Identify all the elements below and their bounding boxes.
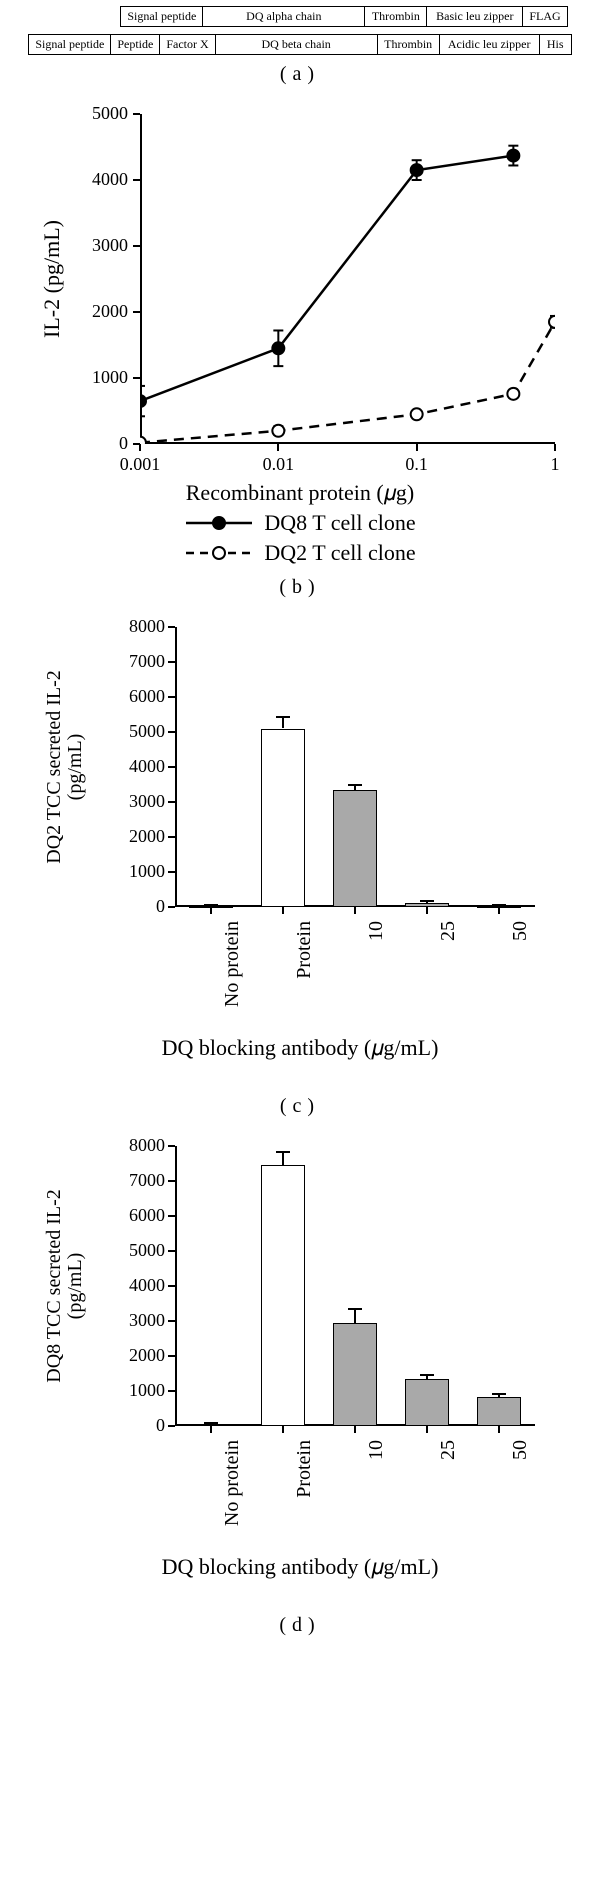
x-category-label: No protein <box>221 1440 244 1526</box>
y-tick-label: 3000 <box>58 235 128 256</box>
x-category-label: 25 <box>437 921 460 941</box>
y-axis-label: DQ8 TCC secreted IL-2(pg/mL) <box>44 1189 86 1382</box>
x-category-label: 25 <box>437 1440 460 1460</box>
legend-text: DQ8 T cell clone <box>264 510 415 536</box>
schematic-cell: Signal peptide <box>121 7 203 27</box>
x-tick-label: 0.001 <box>110 454 170 475</box>
x-category-label: Protein <box>293 1440 316 1498</box>
y-tick-label: 8000 <box>105 616 165 637</box>
bar <box>261 729 304 908</box>
y-axis-label-line2: (pg/mL) <box>64 1253 86 1320</box>
schematic-cell: DQ alpha chain <box>203 7 365 27</box>
x-tick-label: 1 <box>525 454 585 475</box>
y-tick-label: 2000 <box>105 826 165 847</box>
schematic-cell: Peptide <box>111 35 160 55</box>
bar-chart-dq2: 0 1000 2000 3000 4000 5000 6000 7000 8000 No prot… <box>20 617 580 1087</box>
legend-item: DQ8 T cell clone <box>184 508 415 538</box>
panel-d-label: (d) <box>279 1614 320 1637</box>
construct-schematic: Signal peptideDQ alpha chainThrombinBasi… <box>28 6 571 55</box>
x-axis-label: DQ blocking antibody (𝜇g/mL) <box>20 1554 580 1580</box>
x-tick-label: 0.01 <box>248 454 308 475</box>
y-tick-label: 5000 <box>58 103 128 124</box>
y-tick-label: 0 <box>105 896 165 917</box>
y-tick-label: 0 <box>105 1415 165 1436</box>
y-tick-label: 3000 <box>105 791 165 812</box>
y-axis-label-line1: DQ8 TCC secreted IL-2 <box>43 1189 65 1382</box>
y-tick-label: 7000 <box>105 1170 165 1191</box>
y-tick-label: 5000 <box>105 1240 165 1261</box>
x-tick-label: 0.1 <box>387 454 447 475</box>
y-tick-label: 1000 <box>58 367 128 388</box>
schematic-cell: FLAG <box>523 7 567 27</box>
panel-c-label: (c) <box>280 1095 320 1118</box>
y-tick-label: 6000 <box>105 1205 165 1226</box>
bar <box>477 1397 520 1426</box>
y-tick-label: 4000 <box>58 169 128 190</box>
schematic-cell: Signal peptide <box>29 35 111 55</box>
x-axis-label: Recombinant protein (𝜇g) <box>20 480 580 506</box>
y-axis-label: IL-2 (pg/mL) <box>39 220 65 338</box>
x-category-label: 10 <box>365 921 388 941</box>
x-category-label: 50 <box>509 921 532 941</box>
x-category-label: No protein <box>221 921 244 1007</box>
y-axis-label-line1: DQ2 TCC secreted IL-2 <box>43 670 65 863</box>
y-tick-label: 6000 <box>105 686 165 707</box>
x-category-label: 50 <box>509 1440 532 1460</box>
x-category-label: Protein <box>293 921 316 979</box>
panel-a: Signal peptideDQ alpha chainThrombinBasi… <box>0 4 600 104</box>
y-tick-label: 0 <box>58 433 128 454</box>
schematic-cell: Basic leu zipper <box>427 7 523 27</box>
y-tick-label: 1000 <box>105 861 165 882</box>
schematic-cell: Acidic leu zipper <box>439 35 539 55</box>
legend-text: DQ2 T cell clone <box>264 540 415 566</box>
bar <box>405 1379 448 1426</box>
y-tick-label: 8000 <box>105 1135 165 1156</box>
schematic-cell: His <box>539 35 571 55</box>
bar <box>261 1165 304 1426</box>
x-category-label: 10 <box>365 1440 388 1460</box>
x-axis-label: DQ blocking antibody (𝜇g/mL) <box>20 1035 580 1061</box>
panel-a-label: (a) <box>280 63 320 86</box>
y-axis-label-line2: (pg/mL) <box>64 734 86 801</box>
schematic-cell: Thrombin <box>365 7 427 27</box>
panel-b: 0 1000 2000 3000 4000 5000 0.001 0.01 0.1 1 IL-2 (… <box>0 104 600 617</box>
bar <box>333 1323 376 1426</box>
y-axis-label: DQ2 TCC secreted IL-2(pg/mL) <box>44 670 86 863</box>
schematic-cell: Thrombin <box>377 35 439 55</box>
y-tick-label: 2000 <box>58 301 128 322</box>
y-tick-label: 5000 <box>105 721 165 742</box>
bar <box>333 790 376 907</box>
y-tick-label: 2000 <box>105 1345 165 1366</box>
y-tick-label: 3000 <box>105 1310 165 1331</box>
legend: DQ8 T cell clone DQ2 T cell clone <box>184 508 415 568</box>
panel-b-label: (b) <box>279 576 320 599</box>
panel-c: 0 1000 2000 3000 4000 5000 6000 7000 8000 No prot… <box>0 617 600 1136</box>
y-tick-label: 1000 <box>105 1380 165 1401</box>
y-tick-label: 7000 <box>105 651 165 672</box>
y-tick-label: 4000 <box>105 756 165 777</box>
schematic-cell: DQ beta chain <box>215 35 377 55</box>
legend-item: DQ2 T cell clone <box>184 538 415 568</box>
schematic-cell: Factor X <box>160 35 215 55</box>
line-chart: 0100020003000400050000.0010.010.11IL-2 (… <box>20 104 580 504</box>
panel-d: 0 1000 2000 3000 4000 5000 6000 7000 8000 No prot… <box>0 1136 600 1655</box>
y-tick-label: 4000 <box>105 1275 165 1296</box>
bar-chart-dq8: 0 1000 2000 3000 4000 5000 6000 7000 8000 No prot… <box>20 1136 580 1606</box>
